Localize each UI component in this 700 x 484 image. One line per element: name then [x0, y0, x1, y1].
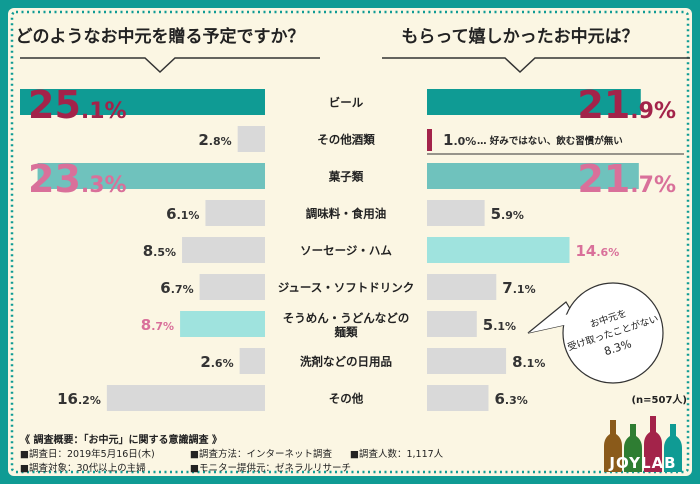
right-chart-title: もらって嬉しかったお中元は？: [401, 26, 638, 47]
left-value-label: 25.1%: [28, 83, 127, 127]
left-bar: [199, 274, 265, 300]
right-value-label: 14.6%: [576, 242, 620, 260]
left-value-label: 16.2%: [57, 390, 101, 408]
category-label: ジュース・ソフトドリンク: [278, 281, 415, 295]
category-label: 調味料・食用油: [306, 207, 387, 221]
left-value-label: 2.6%: [200, 353, 233, 371]
category-label: その他: [329, 392, 364, 406]
left-bar: [237, 126, 265, 152]
sample-size: (n=507人): [631, 393, 687, 406]
category-label: そうめん・うどんなどの: [283, 311, 410, 325]
right-bar: [427, 89, 641, 115]
left-bar: [239, 348, 265, 374]
left-value-label: 8.5%: [143, 242, 176, 260]
left-value-label: 8.7%: [141, 316, 174, 334]
right-bar: [427, 200, 485, 226]
left-title-underline: [20, 57, 320, 74]
bottle-icon-4: [664, 424, 682, 472]
bottle-icon-3: [644, 416, 662, 472]
footer-line-1: 《 調査概要：「お中元」に関する意識調査 》: [20, 433, 222, 446]
right-value-label: 7.1%: [502, 279, 535, 297]
right-value-label: 6.3%: [494, 390, 527, 408]
category-label: 洗剤などの日用品: [300, 355, 392, 369]
footer-line-3a: ■調査対象：30代以上の主婦: [20, 462, 146, 474]
left-value-label: 2.8%: [198, 131, 231, 149]
right-value-label: 21.9%: [577, 83, 676, 127]
left-chart-title: どのようなお中元を贈る予定ですか？: [16, 26, 305, 47]
footer-line-2b: ■調査方法：インターネット調査: [190, 448, 332, 460]
right-title-underline: [382, 57, 690, 74]
not-received-bubble: お中元を 受け取ったことがない 8.3%: [527, 282, 664, 384]
right-value-label: 5.1%: [483, 316, 516, 334]
right-bar: [427, 274, 497, 300]
right-value-label: 5.9%: [491, 205, 524, 223]
category-label: 菓子類: [328, 170, 364, 184]
right-bar: [427, 163, 639, 189]
bottle-icon-2: [624, 424, 642, 472]
left-value-label: 6.7%: [160, 279, 193, 297]
right-bar: [427, 237, 570, 263]
footer-line-2c: ■調査人数：1,117人: [350, 448, 444, 460]
left-bar: [20, 89, 265, 115]
right-row1-note: … 好みではない、飲む習慣が無い: [477, 135, 623, 147]
footer-line-2a: ■調査日：2019年5月16日(木): [20, 448, 155, 460]
left-bar: [106, 385, 265, 411]
left-value-label: 6.1%: [166, 205, 199, 223]
category-label: その他酒類: [317, 133, 375, 147]
left-value-label: 23.3%: [28, 157, 127, 201]
right-bar: [427, 311, 477, 337]
right-bar: [427, 385, 489, 411]
category-label: ソーセージ・ハム: [300, 244, 392, 258]
bottle-icon-1: [604, 420, 622, 472]
left-bar: [180, 311, 265, 337]
left-bar: [37, 163, 266, 189]
right-bar: [427, 129, 432, 151]
joylab-logo: JOYLAB: [604, 416, 682, 472]
right-value-label: 21.7%: [577, 157, 676, 201]
left-bar: [205, 200, 265, 226]
category-label: ビール: [329, 96, 364, 110]
logo-text: JOYLAB: [608, 454, 676, 472]
right-bar: [427, 348, 507, 374]
category-label: 麺類: [334, 325, 358, 339]
bubble-circle: [562, 282, 664, 384]
footer-line-3b: ■モニター提供元：ゼネラルリサーチ: [190, 462, 351, 474]
left-bar: [182, 237, 265, 263]
right-value-label: 1.0%: [443, 131, 476, 149]
right-value-label: 8.1%: [512, 353, 545, 371]
